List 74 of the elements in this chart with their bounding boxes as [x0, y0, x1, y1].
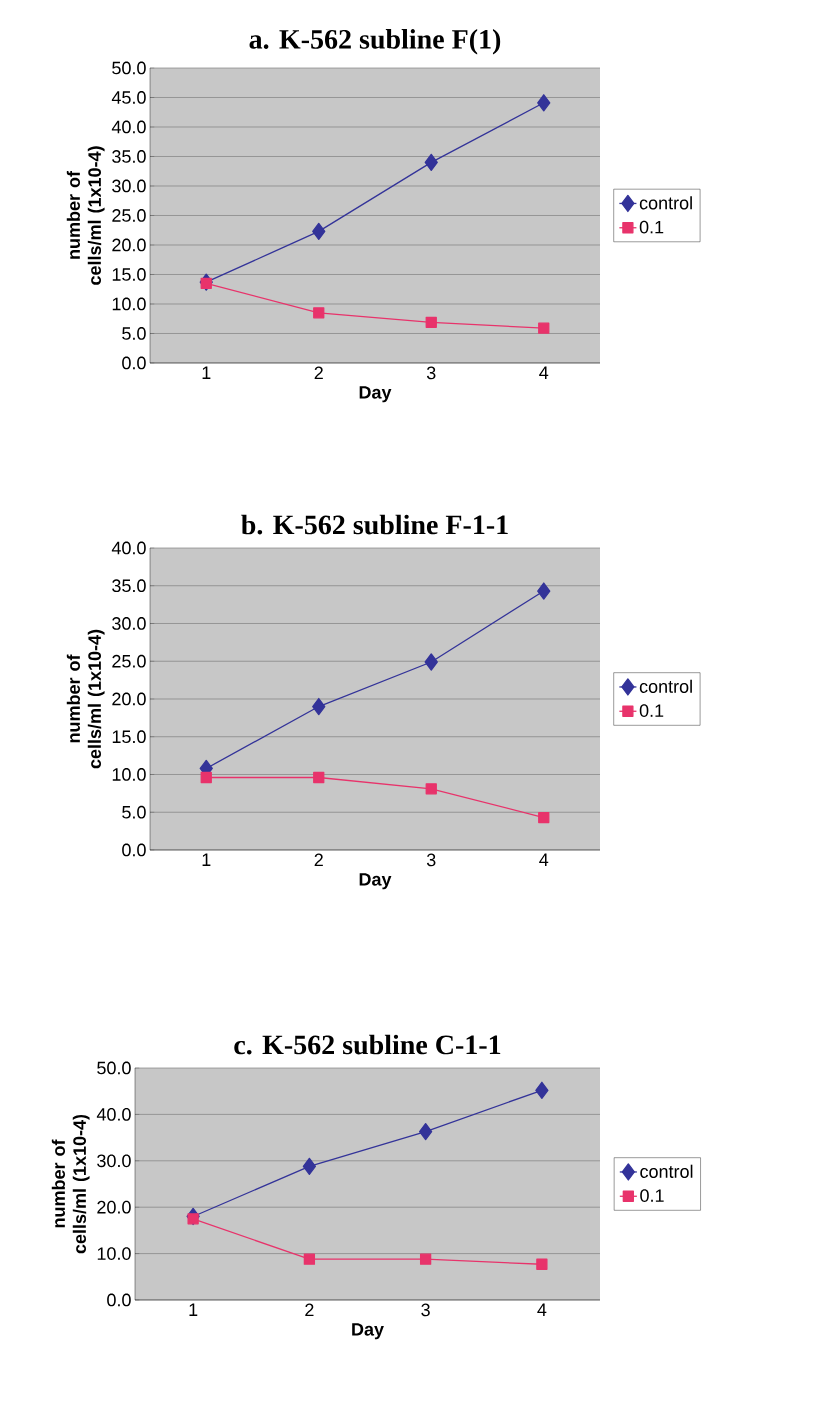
- x-tick-label: 1: [189, 1303, 198, 1316]
- point: [312, 222, 326, 241]
- x-axis-title: Day: [352, 1323, 384, 1340]
- point: [425, 316, 437, 328]
- y-tick-label: 5.0: [122, 327, 146, 340]
- y-tick-label: 40.0: [111, 541, 146, 555]
- x-tick-label: 3: [421, 1303, 430, 1317]
- x-tick-label: 2: [314, 853, 323, 867]
- point: [537, 582, 551, 600]
- point: [536, 1258, 548, 1270]
- y-tick-label: 25.0: [112, 654, 146, 668]
- x-tick-label: 3: [426, 853, 436, 867]
- point: [303, 1253, 316, 1265]
- y-tick-label: 0.0: [107, 1293, 131, 1307]
- point: [538, 811, 550, 824]
- x-tick-label: 4: [539, 853, 549, 866]
- y-tick-label: 35.0: [112, 150, 146, 163]
- point: [538, 322, 550, 334]
- point: [312, 697, 326, 716]
- y-tick-label: 0.0: [122, 843, 146, 857]
- y-axis-title: number of cells/ml (1x10-4): [66, 629, 105, 769]
- y-tick-label: 15.0: [112, 730, 146, 744]
- y-tick-label: 20.0: [112, 238, 146, 252]
- y-tick-label: 30.0: [112, 617, 146, 630]
- y-tick-label: 40.0: [111, 120, 146, 134]
- legend-label: 0.1: [639, 704, 664, 717]
- legend-label: control: [640, 1164, 693, 1178]
- point: [200, 771, 212, 784]
- chart-title: c. K-562 subline C-1-1: [234, 1034, 501, 1055]
- point: [537, 94, 551, 112]
- y-tick-label: 45.0: [111, 91, 146, 104]
- x-tick-label: 2: [314, 366, 323, 380]
- x-tick-label: 3: [426, 366, 436, 380]
- y-axis-title: number of cells/ml (1x10-4): [51, 1114, 90, 1254]
- point: [200, 277, 212, 289]
- point: [187, 1213, 199, 1225]
- y-tick-label: 35.0: [112, 579, 146, 593]
- y-tick-label: 30.0: [112, 179, 146, 193]
- legend-label: 0.1: [639, 220, 664, 234]
- point: [424, 153, 438, 172]
- point: [424, 653, 438, 671]
- y-tick-label: 10.0: [112, 297, 146, 311]
- chart-title: b. K-562 subline F-1-1: [241, 514, 508, 535]
- x-tick-label: 1: [202, 853, 211, 866]
- legend-label: control: [639, 679, 692, 693]
- y-tick-label: 5.0: [122, 805, 146, 819]
- y-tick-label: 20.0: [112, 692, 146, 706]
- y-axis-title: number of cells/ml (1x10-4): [66, 146, 105, 285]
- x-axis-title: Day: [359, 386, 392, 403]
- y-tick-label: 40.0: [96, 1108, 131, 1121]
- x-axis-title: Day: [359, 873, 392, 890]
- legend-label: control: [639, 196, 692, 210]
- y-tick-label: 50.0: [97, 1061, 131, 1075]
- y-tick-label: 20.0: [97, 1200, 131, 1214]
- point: [535, 1081, 549, 1099]
- y-tick-label: 30.0: [97, 1154, 131, 1168]
- point: [419, 1253, 432, 1265]
- y-tick-label: 50.0: [112, 61, 146, 75]
- chart-title: a. K-562 subline F(1): [249, 29, 501, 55]
- y-tick-label: 15.0: [112, 268, 146, 281]
- point: [302, 1157, 317, 1176]
- point: [418, 1122, 433, 1141]
- y-tick-label: 10.0: [97, 1247, 131, 1260]
- y-tick-label: 25.0: [112, 209, 146, 222]
- point: [425, 783, 437, 795]
- y-tick-label: 10.0: [112, 768, 146, 781]
- legend-label: 0.1: [640, 1189, 664, 1202]
- x-tick-label: 1: [202, 366, 211, 379]
- x-tick-label: 2: [305, 1303, 314, 1317]
- point: [313, 771, 325, 784]
- x-tick-label: 4: [537, 1303, 547, 1316]
- y-tick-label: 0.0: [122, 356, 146, 370]
- point: [313, 307, 325, 319]
- x-tick-label: 4: [539, 366, 549, 379]
